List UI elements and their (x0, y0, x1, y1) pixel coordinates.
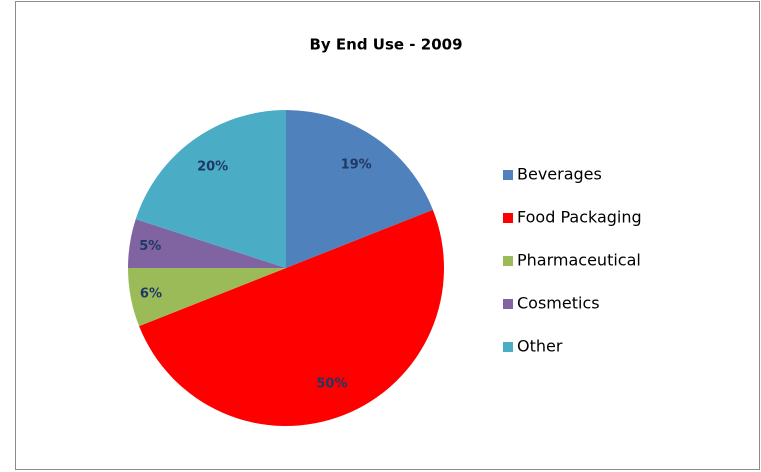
legend-label: Cosmetics (517, 294, 600, 313)
legend-swatch (503, 213, 513, 223)
pie-slice (139, 209, 444, 426)
data-label: 20% (197, 160, 228, 175)
chart-title: By End Use - 2009 (309, 36, 462, 54)
data-label: 19% (341, 157, 372, 172)
pie-slice (128, 268, 286, 327)
legend-label: Pharmaceutical (517, 251, 641, 270)
legend-swatch (503, 342, 513, 352)
legend-label: Other (517, 337, 563, 356)
pie-slice (135, 110, 286, 268)
legend-label: Food Packaging (517, 208, 642, 227)
pie-slice (128, 219, 286, 268)
data-label: 5% (139, 239, 161, 254)
legend-swatch (503, 170, 513, 180)
legend-swatch (503, 299, 513, 309)
legend-label: Beverages (517, 165, 602, 184)
data-label: 6% (140, 286, 162, 301)
pie-slice (286, 110, 433, 268)
legend-swatch (503, 256, 513, 266)
data-label: 50% (316, 377, 347, 392)
